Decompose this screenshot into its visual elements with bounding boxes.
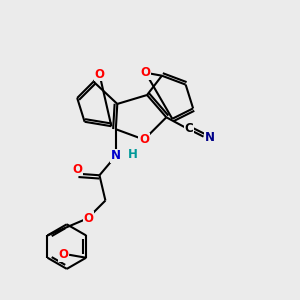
Text: N: N <box>111 149 121 162</box>
Text: N: N <box>204 131 214 144</box>
Text: C: C <box>184 122 193 135</box>
Text: O: O <box>139 133 149 146</box>
Text: O: O <box>140 66 151 79</box>
Text: H: H <box>128 148 138 161</box>
Text: O: O <box>83 212 94 225</box>
Text: O: O <box>72 163 82 176</box>
Text: O: O <box>59 248 69 261</box>
Text: O: O <box>94 68 104 81</box>
